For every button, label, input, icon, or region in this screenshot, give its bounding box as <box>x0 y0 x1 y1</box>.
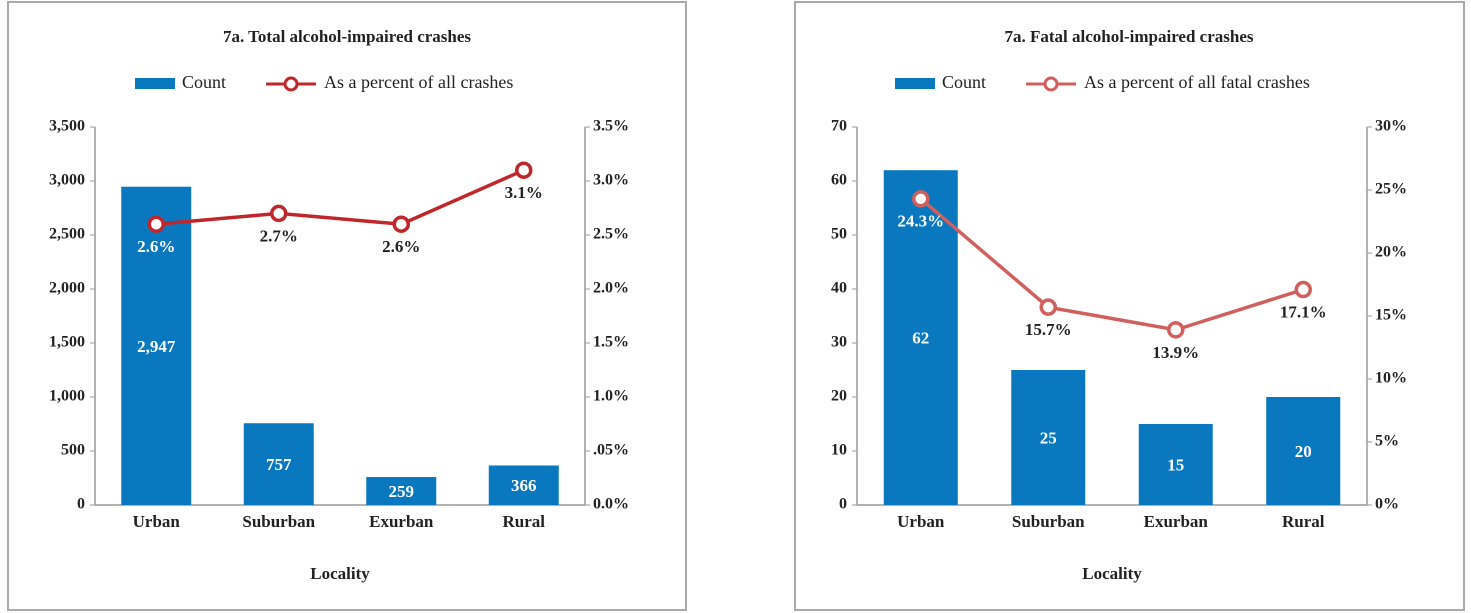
y-tick-label: 50 <box>831 226 847 243</box>
chart-title: 7a. Total alcohol-impaired crashes <box>223 27 471 46</box>
line-marker <box>515 161 533 179</box>
legend-label: Count <box>942 72 986 92</box>
bar-value-label: 15 <box>1167 455 1184 474</box>
y2-tick-label: 2.0% <box>593 280 629 297</box>
y2-tick-label: 30% <box>1375 118 1407 135</box>
y2-tick-label: 3.0% <box>593 172 629 189</box>
y2-tick-label: 10% <box>1375 370 1407 387</box>
line-marker <box>270 204 288 223</box>
legend-swatch <box>895 78 935 89</box>
y-tick-label: 20 <box>831 388 847 405</box>
bar-value-label: 757 <box>266 455 292 474</box>
line-marker <box>1294 280 1312 299</box>
bar-value-label: 62 <box>912 329 929 348</box>
y2-tick-label: .05% <box>593 442 629 459</box>
line-value-label: 2.7% <box>260 226 298 245</box>
bar <box>121 186 192 505</box>
y-tick-label: 1,500 <box>49 334 85 351</box>
y-tick-label: 2,000 <box>49 280 85 297</box>
y2-tick-label: 20% <box>1375 244 1407 261</box>
line-marker <box>912 190 930 208</box>
legend-label: Count <box>182 72 226 92</box>
y-tick-label: 3,500 <box>49 118 85 135</box>
bar <box>883 170 958 505</box>
y-tick-label: 500 <box>61 442 85 459</box>
x-tick-label: Urban <box>133 512 181 531</box>
line-marker <box>1167 321 1185 339</box>
panel <box>7 1 687 611</box>
line-value-label: 17.1% <box>1280 302 1327 321</box>
bar-value-label: 2,947 <box>137 337 176 356</box>
bar <box>1138 424 1213 505</box>
line <box>156 168 525 226</box>
x-tick-label: Rural <box>1282 512 1325 531</box>
y-tick-label: 0 <box>839 496 847 513</box>
legend-label: As a percent of all fatal crashes <box>1084 72 1310 92</box>
legend-marker <box>1043 76 1059 92</box>
y2-tick-label: 2.5% <box>593 226 629 243</box>
y2-tick-label: 25% <box>1375 181 1407 198</box>
y-tick-label: 1,000 <box>49 388 85 405</box>
y2-tick-label: 15% <box>1375 307 1407 324</box>
y-tick-label: 30 <box>831 334 847 351</box>
line-value-label: 3.1% <box>505 183 543 202</box>
bar <box>366 477 437 505</box>
line-marker <box>147 215 165 233</box>
x-tick-label: Urban <box>897 512 945 531</box>
y-tick-label: 70 <box>831 118 847 135</box>
y2-tick-label: 0% <box>1375 496 1399 513</box>
x-tick-label: Exurban <box>369 512 434 531</box>
x-tick-label: Exurban <box>1144 512 1209 531</box>
line-value-label: 13.9% <box>1152 343 1199 362</box>
bar-value-label: 366 <box>511 476 537 495</box>
y2-tick-label: 3.5% <box>593 118 629 135</box>
line-marker <box>392 215 410 233</box>
bar <box>1011 370 1086 505</box>
legend-marker <box>283 76 299 92</box>
chart-title: 7a. Fatal alcohol-impaired crashes <box>1005 27 1254 46</box>
y2-tick-label: 5% <box>1375 433 1399 450</box>
y-tick-label: 0 <box>77 496 85 513</box>
bar-value-label: 25 <box>1040 428 1057 447</box>
y-tick-label: 2,500 <box>49 226 85 243</box>
x-axis-label: Locality <box>1082 564 1142 583</box>
y-tick-label: 10 <box>831 442 847 459</box>
bar <box>488 465 559 505</box>
y2-tick-label: 0.0% <box>593 496 629 513</box>
y-tick-label: 60 <box>831 172 847 189</box>
line-value-label: 24.3% <box>897 212 944 231</box>
line <box>919 197 1304 332</box>
x-axis-label: Locality <box>310 564 370 583</box>
bar-value-label: 259 <box>389 482 415 501</box>
y-tick-label: 3,000 <box>49 172 85 189</box>
y2-tick-label: 1.5% <box>593 334 629 351</box>
legend-label: As a percent of all crashes <box>324 72 513 92</box>
line-value-label: 2.6% <box>382 237 420 256</box>
x-tick-label: Rural <box>503 512 546 531</box>
line-value-label: 2.6% <box>137 237 175 256</box>
y-tick-label: 40 <box>831 280 847 297</box>
line-value-label: 15.7% <box>1025 320 1072 339</box>
y2-tick-label: 1.0% <box>593 388 629 405</box>
bar-value-label: 20 <box>1295 442 1312 461</box>
x-tick-label: Suburban <box>242 512 315 531</box>
x-tick-label: Suburban <box>1012 512 1085 531</box>
line-marker <box>1039 298 1057 316</box>
bar <box>1266 397 1341 505</box>
bar <box>243 423 314 505</box>
legend-swatch <box>135 78 175 89</box>
